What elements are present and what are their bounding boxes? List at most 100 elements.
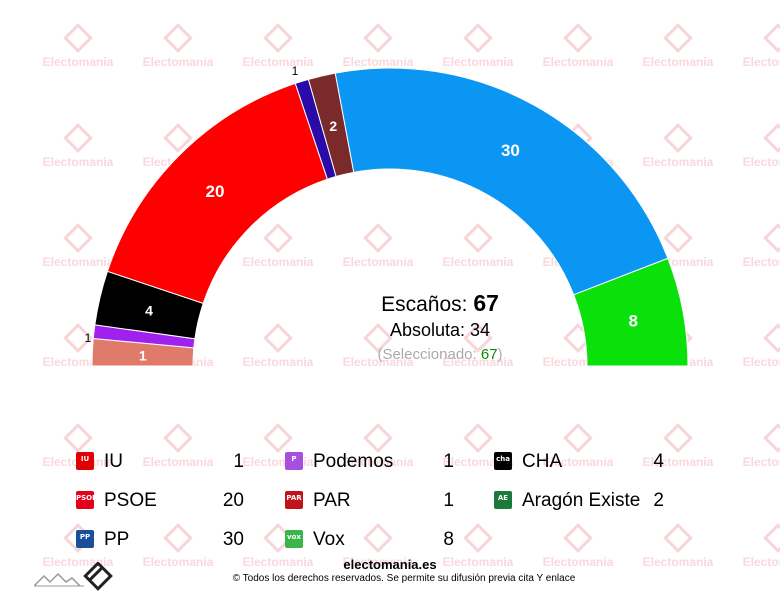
legend-item[interactable]: PSOE PSOE 20: [76, 488, 262, 512]
watermark-tile: Electomania: [643, 123, 714, 169]
copyright-text: © Todos los derechos reservados. Se perm…: [232, 573, 576, 584]
watermark-tile: Electomania: [743, 523, 780, 569]
watermark-tile: Electomania: [43, 23, 114, 69]
hemicycle-chart: 1 1 4 20 1 2 30 8: [85, 64, 689, 367]
watermark-tile: Electomania: [643, 523, 714, 569]
legend-item[interactable]: PP PP 30: [76, 527, 262, 551]
svg-text:Electomania: Electomania: [243, 55, 314, 69]
watermark-tile: Electomania: [743, 223, 780, 269]
watermark-tile: Electomania: [743, 423, 780, 469]
watermark-tile: Electomania: [443, 223, 514, 269]
slice-label: 2: [329, 118, 337, 134]
seats-total-line: Escaños: 67: [290, 290, 590, 317]
watermark-tile: Electomania: [543, 23, 614, 69]
slice-label: 4: [145, 302, 153, 318]
watermark-tile: Electomania: [543, 423, 614, 469]
svg-text:Electomania: Electomania: [543, 455, 614, 469]
legend-name: CHA: [522, 451, 563, 472]
legend-item[interactable]: AE Aragón Existe 2: [494, 488, 682, 512]
legend-seats: 1: [443, 451, 454, 472]
watermark-tile: Electomania: [343, 323, 414, 369]
watermark-tile: Electomania: [443, 23, 514, 69]
slice-label: 30: [501, 141, 520, 160]
legend-seats: 20: [222, 490, 244, 511]
watermark-tile: Electomania: [443, 323, 514, 369]
svg-text:Electomania: Electomania: [443, 55, 514, 69]
selected-close: ): [497, 346, 503, 363]
svg-text:Electomania: Electomania: [743, 555, 780, 569]
legend-item[interactable]: cha CHA 4: [494, 449, 682, 473]
slice-label: 1: [292, 64, 299, 78]
watermark-tile: Electomania: [143, 523, 214, 569]
par-icon: PAR: [285, 491, 303, 509]
svg-text:Electomania: Electomania: [543, 555, 614, 569]
watermark-tile: Electomania: [343, 523, 414, 569]
slice-vox[interactable]: [573, 257, 689, 367]
legend-seats: 30: [222, 529, 244, 550]
iu-icon: IU: [76, 452, 94, 470]
watermark-tile: Electomania: [543, 523, 614, 569]
svg-text:Electomania: Electomania: [743, 455, 780, 469]
slice-label: 1: [85, 331, 92, 345]
vox-icon: vox: [285, 530, 303, 548]
selected-value: 67: [480, 346, 498, 363]
watermark-tile: Electomania: [743, 323, 780, 369]
legend-name: PSOE: [104, 490, 157, 511]
svg-text:Electomania: Electomania: [243, 255, 314, 269]
svg-text:Electomania: Electomania: [43, 255, 114, 269]
watermark-tile: Electomania: [243, 323, 314, 369]
slice-label: 8: [629, 312, 638, 331]
legend-item[interactable]: IU IU 1: [76, 449, 262, 473]
watermark-tile: Electomania: [443, 523, 514, 569]
watermark-tile: Electomania: [343, 23, 414, 69]
svg-text:Electomania: Electomania: [343, 355, 414, 369]
slice-label: 1: [139, 348, 147, 364]
svg-text:Electomania: Electomania: [343, 455, 414, 469]
svg-text:Electomania: Electomania: [343, 555, 414, 569]
svg-text:Electomania: Electomania: [743, 55, 780, 69]
watermark-tile: Electomania: [743, 23, 780, 69]
podemos-icon: P: [285, 452, 303, 470]
electomania-logo-icon: [34, 562, 113, 591]
svg-text:Electomania: Electomania: [443, 255, 514, 269]
legend-name: Podemos: [313, 451, 394, 472]
majority-line: Absoluta: 34: [389, 320, 491, 340]
selected-line: (Seleccionado: 67): [290, 346, 590, 363]
legend-name: IU: [104, 451, 123, 472]
legend-seats: 2: [653, 490, 664, 511]
legend-name: PAR: [313, 490, 351, 511]
svg-text:Electomania: Electomania: [643, 155, 714, 169]
slice-label: 20: [206, 182, 225, 201]
svg-text:Electomania: Electomania: [443, 355, 514, 369]
legend-seats: 1: [443, 490, 454, 511]
svg-text:Electomania: Electomania: [743, 155, 780, 169]
watermark-tile: Electomania: [243, 523, 314, 569]
legend-item[interactable]: vox Vox 8: [285, 527, 472, 551]
legend-item[interactable]: P Podemos 1: [285, 449, 472, 473]
seats-total: 67: [473, 290, 499, 316]
cha-icon: cha: [494, 452, 512, 470]
slice-pp[interactable]: [334, 67, 669, 296]
seats-label: Escaños:: [381, 293, 468, 316]
legend-name: Aragón Existe: [522, 490, 641, 511]
svg-text:Electomania: Electomania: [243, 555, 314, 569]
svg-text:Electomania: Electomania: [43, 55, 114, 69]
aragon-existe-icon: AE: [494, 491, 512, 509]
watermark-tile: Electomania: [143, 423, 214, 469]
svg-text:Electomania: Electomania: [643, 55, 714, 69]
legend-item[interactable]: PAR PAR 1: [285, 488, 472, 512]
watermark-tile: Electomania: [743, 123, 780, 169]
svg-text:Electomania: Electomania: [43, 155, 114, 169]
watermark-tile: Electomania: [43, 223, 114, 269]
svg-text:Electomania: Electomania: [743, 355, 780, 369]
legend-seats: 4: [653, 451, 664, 472]
svg-text:Electomania: Electomania: [243, 355, 314, 369]
watermark-tile: Electomania: [243, 23, 314, 69]
legend-name: Vox: [313, 529, 345, 550]
legend-seats: 1: [233, 451, 244, 472]
watermark-tile: Electomania: [43, 123, 114, 169]
svg-text:Electomania: Electomania: [643, 455, 714, 469]
svg-text:Electomania: Electomania: [443, 555, 514, 569]
watermark-tile: Electomania: [343, 223, 414, 269]
legend-name: PP: [104, 529, 130, 550]
